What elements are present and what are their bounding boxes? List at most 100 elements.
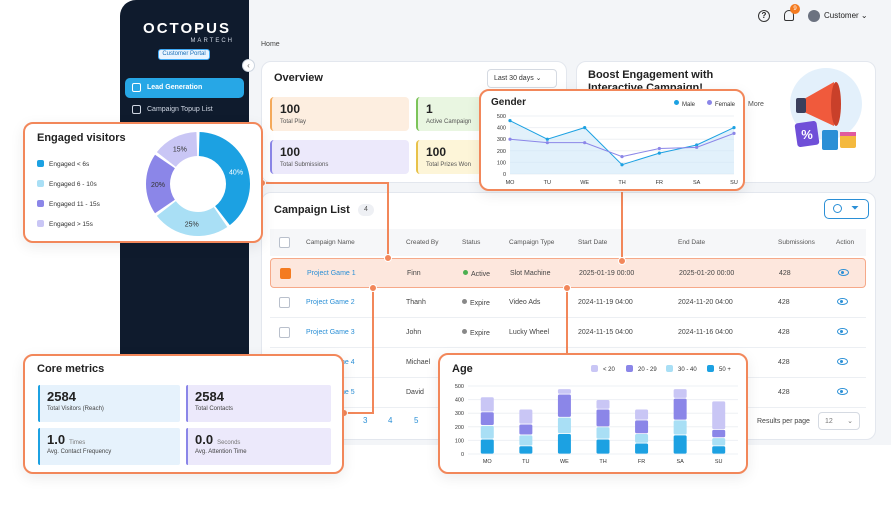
data-point <box>657 151 661 155</box>
campaign-name-link[interactable]: Project Game 3 <box>306 329 355 336</box>
engaged-legend-item: Engaged 6 - 10s <box>37 180 97 188</box>
stat-label: Total Prizes Won <box>426 162 471 168</box>
search-icon[interactable] <box>833 204 842 213</box>
header-created-by[interactable]: Created By <box>406 239 439 246</box>
start-date-cell: 2024-11-15 04:00 <box>578 329 633 336</box>
legend-label: Engaged > 15s <box>49 221 93 228</box>
x-tick-label: TH <box>599 459 606 465</box>
user-menu[interactable]: Customer ⌄ <box>824 11 868 20</box>
metric-value: 2584 <box>47 389 76 404</box>
collapse-sidebar-button[interactable]: ‹ <box>242 59 255 72</box>
y-tick-label: 200 <box>497 149 506 155</box>
help-icon[interactable]: ? <box>758 10 770 22</box>
legend-label: < 20 <box>603 367 615 373</box>
data-point <box>695 145 699 149</box>
legend-label: Engaged 6 - 10s <box>49 181 97 188</box>
x-tick-label: SU <box>715 459 723 465</box>
row-checkbox[interactable] <box>280 268 291 279</box>
avatar[interactable] <box>808 10 820 22</box>
header-submissions[interactable]: Submissions <box>778 239 815 246</box>
box-icon <box>132 105 141 114</box>
data-point <box>508 119 512 123</box>
metric-value: 0.0 <box>195 432 214 447</box>
svg-text:%: % <box>801 127 813 142</box>
view-eye-icon[interactable] <box>837 328 848 335</box>
status-dot <box>462 329 467 334</box>
submissions-cell: 428 <box>779 270 791 277</box>
donut-label: 20% <box>151 182 165 189</box>
status-cell: Active <box>463 270 490 278</box>
y-tick-label: 200 <box>455 425 464 431</box>
page-3[interactable]: 3 <box>363 416 368 425</box>
view-eye-icon[interactable] <box>838 269 849 276</box>
header-campaign-type[interactable]: Campaign Type <box>509 239 555 246</box>
view-eye-icon[interactable] <box>837 358 848 365</box>
sidebar-item-lead-generation[interactable]: Lead Generation <box>125 78 244 98</box>
created-by-cell-text: Michael <box>406 359 431 366</box>
bar-segment <box>635 434 649 443</box>
y-tick-label: 400 <box>455 398 464 404</box>
x-tick-label: MO <box>483 459 493 465</box>
filter-icon[interactable]: ⏷ <box>851 203 859 214</box>
connector-node <box>563 284 571 292</box>
sidebar-item-label: Campaign Topup List <box>147 106 213 113</box>
gender-legend-male: Male <box>674 100 695 108</box>
page-4[interactable]: 4 <box>388 416 393 425</box>
results-per-page-select[interactable]: 12 ⌄ <box>818 412 860 430</box>
view-eye-icon[interactable] <box>837 388 848 395</box>
promo-sub: More <box>748 101 764 108</box>
bar-segment <box>519 409 533 424</box>
sidebar-item-campaign-topup[interactable]: Campaign Topup List <box>125 100 244 120</box>
header-start-date[interactable]: Start Date <box>578 239 608 246</box>
age-legend-item: 30 - 40 <box>666 365 697 373</box>
page-5[interactable]: 5 <box>414 416 419 425</box>
customer-portal-badge: Customer Portal <box>158 49 210 60</box>
submissions-cell: 428 <box>778 389 790 396</box>
status-cell: Expire <box>462 329 490 337</box>
table-header <box>270 229 866 256</box>
gender-legend-female: Female <box>707 100 735 108</box>
y-tick-label: 100 <box>455 438 464 444</box>
select-all-checkbox[interactable] <box>279 237 290 248</box>
bar-segment <box>557 434 571 454</box>
engaged-legend-item: Engaged 11 - 15s <box>37 200 100 208</box>
y-tick-label: 500 <box>497 114 506 120</box>
y-tick-label: 500 <box>455 384 464 390</box>
donut-label: 15% <box>173 146 187 153</box>
header-status[interactable]: Status <box>462 239 481 246</box>
bar-segment <box>480 397 494 412</box>
header-end-date[interactable]: End Date <box>678 239 706 246</box>
legend-swatch <box>37 200 44 207</box>
chevron-down-icon: ⌄ <box>860 11 868 20</box>
campaign-type-cell: Lucky Wheel <box>509 329 549 336</box>
campaign-list-title: Campaign List <box>274 204 350 216</box>
campaign-name-link[interactable]: Project Game 1 <box>307 270 356 277</box>
bar-segment <box>596 427 610 439</box>
donut-label: 25% <box>185 222 199 229</box>
bar-segment <box>480 439 494 454</box>
status-cell-text: Expire <box>470 330 490 337</box>
campaign-type-cell-text: Video Ads <box>509 299 541 306</box>
created-by-cell-text: David <box>406 389 424 396</box>
row-checkbox[interactable] <box>279 327 290 338</box>
metric-total-visitors: 2584 Total Visitors (Reach) <box>38 385 180 422</box>
campaign-name-link[interactable]: Project Game 2 <box>306 299 355 306</box>
bar-segment <box>673 398 687 420</box>
row-checkbox[interactable] <box>279 297 290 308</box>
bar-segment <box>557 394 571 417</box>
end-date-cell-text: 2024-11-16 04:00 <box>678 329 733 336</box>
bell-icon[interactable] <box>784 10 794 21</box>
start-date-cell-text: 2024-11-15 04:00 <box>578 329 633 336</box>
start-date-cell: 2025-01-19 00:00 <box>579 270 634 277</box>
end-date-cell-text: 2025-01-20 00:00 <box>679 270 735 277</box>
stat-value: 100 <box>280 102 301 116</box>
legend-label: 20 - 29 <box>638 367 657 373</box>
legend-swatch <box>591 365 598 372</box>
date-range-select[interactable]: Last 30 days ⌄ <box>487 69 557 88</box>
legend-swatch <box>707 365 714 372</box>
connector-line <box>566 288 568 354</box>
view-eye-icon[interactable] <box>837 298 848 305</box>
metric-unit: Seconds <box>217 440 241 446</box>
header-campaign-name[interactable]: Campaign Name <box>306 239 355 246</box>
results-per-page-value: 12 <box>825 418 833 425</box>
